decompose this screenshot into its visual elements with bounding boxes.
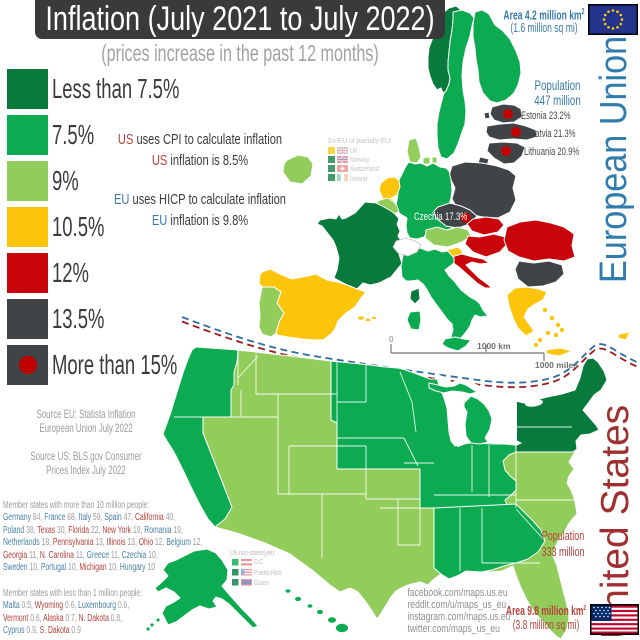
svg-text:1000 km: 1000 km [477, 341, 511, 351]
svg-text:1000 miles: 1000 miles [535, 360, 578, 370]
svg-text:0: 0 [389, 335, 394, 344]
